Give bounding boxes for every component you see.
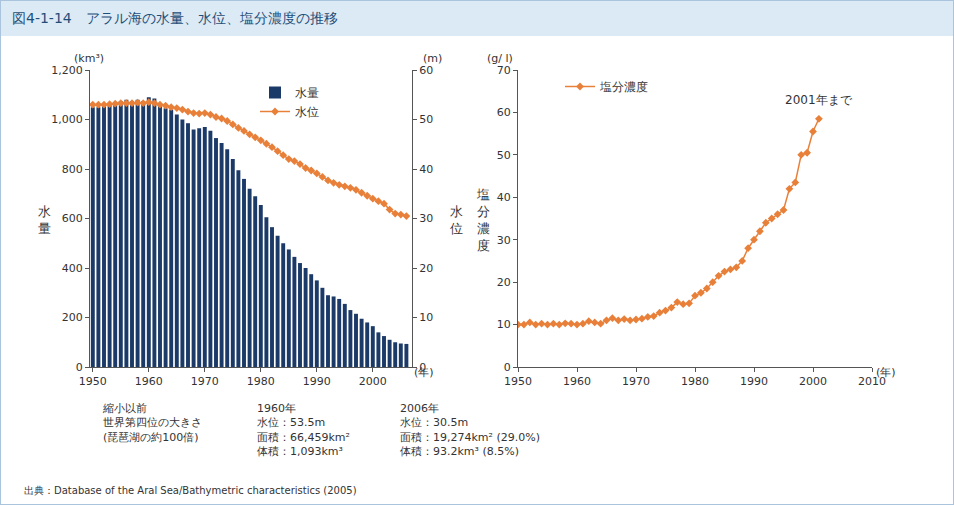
svg-text:1990: 1990 [303, 375, 331, 388]
svg-text:1950: 1950 [504, 375, 532, 388]
svg-text:50: 50 [419, 113, 433, 126]
svg-text:出典：Database of the Aral Sea/Ba: 出典：Database of the Aral Sea/Bathymetric … [24, 485, 357, 496]
svg-text:(年): (年) [876, 366, 896, 379]
svg-text:30: 30 [497, 234, 511, 247]
svg-text:20: 20 [497, 276, 511, 289]
svg-text:1960年水位：53.5m面積：66,459km²体積：1,: 1960年水位：53.5m面積：66,459km²体積：1,093km³ [257, 402, 350, 458]
svg-text:800: 800 [62, 163, 83, 176]
svg-text:1970: 1970 [191, 375, 219, 388]
svg-text:60: 60 [497, 106, 511, 119]
svg-text:400: 400 [62, 262, 83, 275]
svg-text:2001年まで: 2001年まで [785, 93, 853, 107]
svg-text:水位: 水位 [295, 105, 319, 119]
svg-text:(m): (m) [423, 52, 442, 65]
svg-text:水位: 水位 [450, 204, 463, 236]
svg-text:0: 0 [419, 361, 426, 374]
svg-text:2010: 2010 [858, 375, 886, 388]
svg-text:60: 60 [419, 64, 433, 77]
svg-text:40: 40 [419, 163, 433, 176]
svg-text:2000: 2000 [799, 375, 827, 388]
svg-text:2006年水位：30.5m面積：19,274km² (29.: 2006年水位：30.5m面積：19,274km² (29.0%)体積：93.2… [400, 402, 540, 458]
svg-text:1990: 1990 [740, 375, 768, 388]
svg-text:1970: 1970 [622, 375, 650, 388]
svg-text:塩分濃度: 塩分濃度 [476, 187, 490, 253]
svg-text:図4-1-14 アラル海の水量、水位、塩分濃度の推移: 図4-1-14 アラル海の水量、水位、塩分濃度の推移 [12, 10, 338, 26]
svg-text:水量: 水量 [38, 204, 51, 236]
svg-text:1980: 1980 [247, 375, 275, 388]
svg-text:20: 20 [419, 262, 433, 275]
svg-text:1980: 1980 [681, 375, 709, 388]
svg-text:1,000: 1,000 [51, 113, 83, 126]
svg-text:0: 0 [76, 361, 83, 374]
svg-text:縮小以前世界第四位の大きさ(琵琶湖の約100倍): 縮小以前世界第四位の大きさ(琵琶湖の約100倍) [102, 402, 202, 444]
svg-text:水量: 水量 [295, 86, 319, 100]
svg-text:50: 50 [497, 149, 511, 162]
svg-text:40: 40 [497, 191, 511, 204]
svg-text:2000: 2000 [359, 375, 387, 388]
svg-text:30: 30 [419, 212, 433, 225]
svg-text:(km³): (km³) [74, 52, 104, 65]
svg-text:(g/ l): (g/ l) [487, 52, 513, 65]
svg-text:1960: 1960 [563, 375, 591, 388]
svg-text:70: 70 [497, 64, 511, 77]
svg-text:10: 10 [419, 311, 433, 324]
svg-text:600: 600 [62, 212, 83, 225]
svg-text:(年): (年) [414, 366, 434, 379]
svg-text:1960: 1960 [135, 375, 163, 388]
svg-text:0: 0 [504, 361, 511, 374]
svg-text:1,200: 1,200 [51, 64, 83, 77]
svg-text:200: 200 [62, 311, 83, 324]
svg-text:1950: 1950 [79, 375, 107, 388]
svg-text:塩分濃度: 塩分濃度 [599, 80, 648, 94]
svg-text:10: 10 [497, 318, 511, 331]
